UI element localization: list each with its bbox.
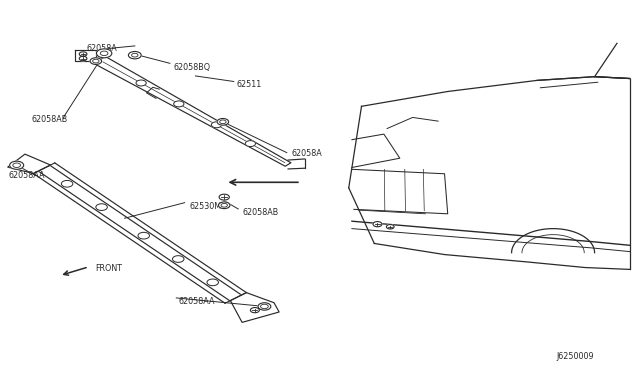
Text: J6250009: J6250009 bbox=[556, 352, 594, 361]
Circle shape bbox=[250, 308, 259, 313]
Circle shape bbox=[129, 51, 141, 59]
Circle shape bbox=[97, 49, 112, 58]
Text: FRONT: FRONT bbox=[95, 264, 122, 273]
Circle shape bbox=[79, 52, 87, 56]
Text: 62058A: 62058A bbox=[87, 44, 118, 53]
Circle shape bbox=[96, 204, 108, 211]
Text: 62530M: 62530M bbox=[189, 202, 221, 211]
Circle shape bbox=[10, 161, 24, 169]
Text: 62058A: 62058A bbox=[291, 149, 322, 158]
Circle shape bbox=[219, 194, 229, 200]
Polygon shape bbox=[230, 293, 279, 323]
Polygon shape bbox=[94, 57, 291, 166]
Circle shape bbox=[173, 256, 184, 262]
Text: 62058BQ: 62058BQ bbox=[173, 63, 211, 72]
Text: 62058AB: 62058AB bbox=[31, 115, 68, 124]
Circle shape bbox=[136, 80, 146, 86]
Text: 62511: 62511 bbox=[237, 80, 262, 89]
Text: 62058AA: 62058AA bbox=[8, 171, 45, 180]
Circle shape bbox=[90, 58, 102, 64]
Circle shape bbox=[373, 222, 382, 227]
Circle shape bbox=[258, 303, 271, 310]
Circle shape bbox=[79, 56, 87, 61]
Text: 62058AA: 62058AA bbox=[178, 297, 215, 306]
Circle shape bbox=[218, 202, 230, 209]
Circle shape bbox=[138, 232, 150, 239]
Polygon shape bbox=[76, 50, 97, 61]
Polygon shape bbox=[33, 163, 246, 303]
Polygon shape bbox=[8, 154, 51, 173]
Circle shape bbox=[217, 119, 228, 125]
Circle shape bbox=[387, 225, 394, 229]
Circle shape bbox=[61, 180, 73, 187]
Circle shape bbox=[173, 101, 184, 107]
Text: 62058AB: 62058AB bbox=[242, 208, 278, 217]
Circle shape bbox=[211, 122, 221, 128]
Circle shape bbox=[207, 279, 218, 286]
Circle shape bbox=[245, 141, 255, 147]
